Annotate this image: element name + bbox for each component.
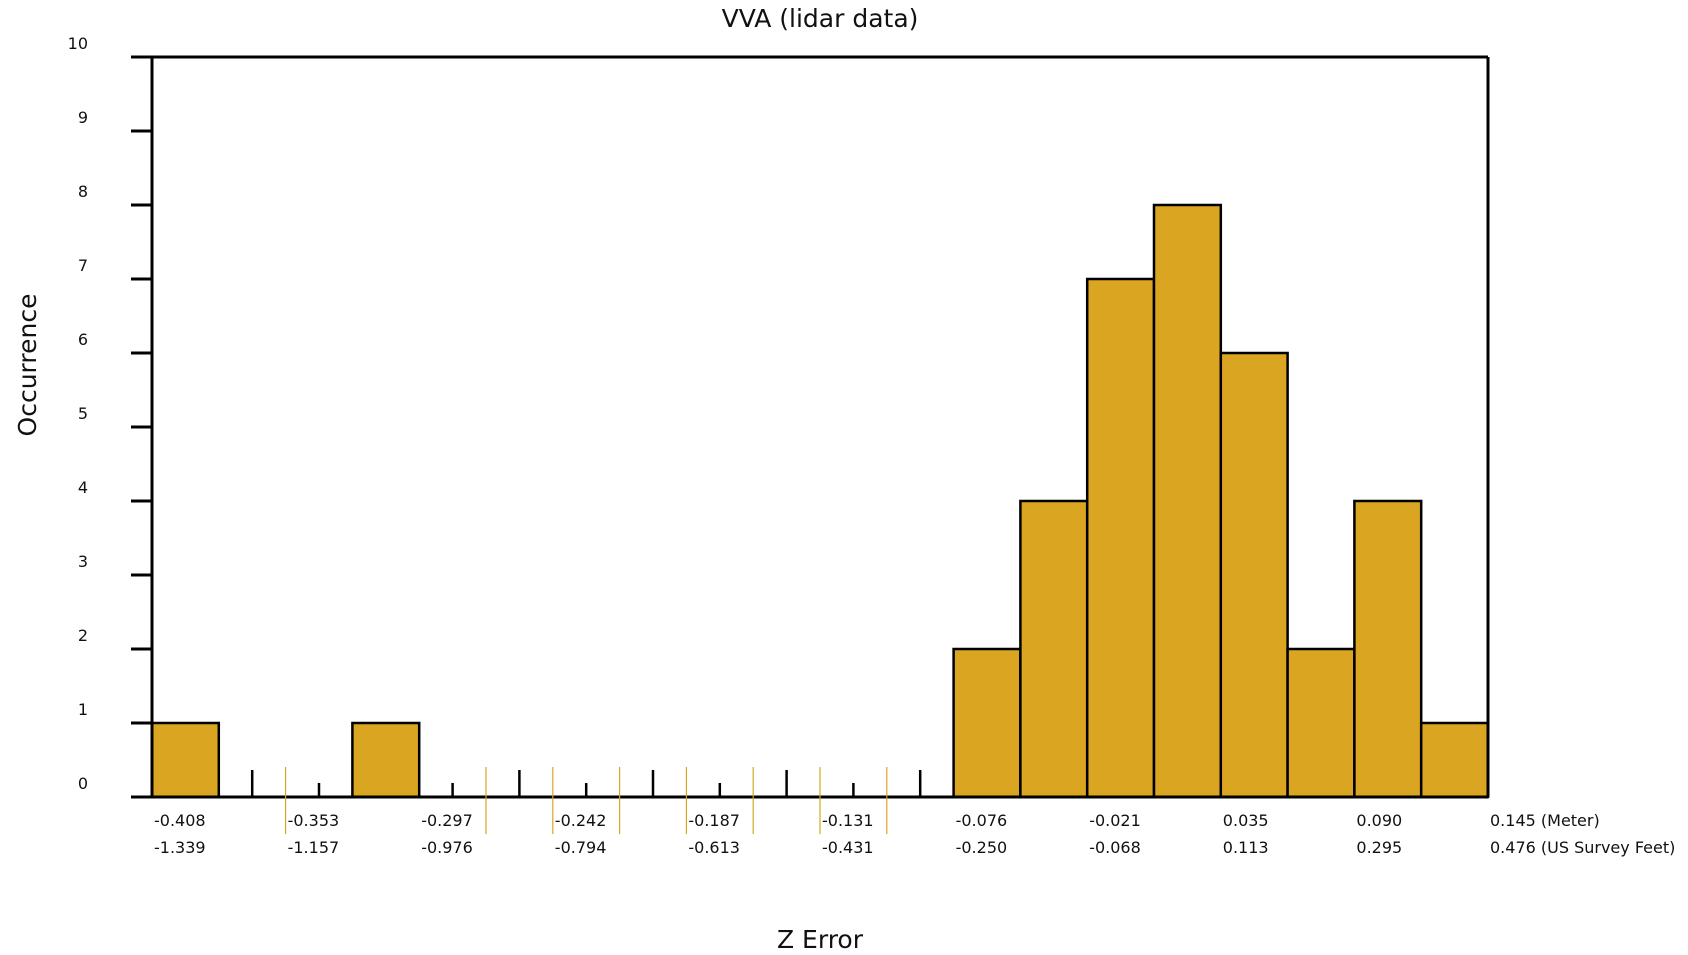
chart-title: VVA (lidar data) bbox=[722, 4, 919, 33]
x-tick-label-meter: 0.090 bbox=[1356, 811, 1402, 830]
x-tick-label-meter: -0.187 bbox=[688, 811, 740, 830]
x-tick-label-feet: 0.113 bbox=[1223, 838, 1269, 857]
x-tick-label-meter: -0.076 bbox=[956, 811, 1008, 830]
x-tick-label-feet: -1.157 bbox=[288, 838, 340, 857]
histogram-bar bbox=[1419, 721, 1490, 799]
y-tick-label: 0 bbox=[78, 774, 88, 793]
y-tick-label: 2 bbox=[78, 626, 88, 645]
x-tick-label-meter: 0.035 bbox=[1223, 811, 1269, 830]
y-axis-label: Occurrence bbox=[13, 294, 42, 437]
histogram-bar bbox=[1085, 277, 1156, 799]
y-tick-label: 9 bbox=[78, 108, 88, 127]
x-tick-label-meter: -0.408 bbox=[154, 811, 206, 830]
x-axis-label: Z Error bbox=[777, 925, 864, 954]
x-tick-label-meter: -0.021 bbox=[1089, 811, 1141, 830]
histogram-bar bbox=[1286, 647, 1356, 799]
bars-group bbox=[150, 203, 1490, 799]
x-tick-label-meter: -0.131 bbox=[822, 811, 874, 830]
y-tick-label: 3 bbox=[78, 552, 88, 571]
y-tick-label: 10 bbox=[68, 34, 88, 53]
histogram-bar bbox=[1219, 351, 1289, 799]
histogram-bar bbox=[952, 647, 1022, 799]
x-tick-label-feet: -1.339 bbox=[154, 838, 206, 857]
x-tick-label-feet: -0.794 bbox=[555, 838, 607, 857]
histogram-bar bbox=[351, 721, 421, 799]
histogram-bar bbox=[1152, 203, 1223, 799]
y-tick-label: 1 bbox=[78, 700, 88, 719]
y-tick-label: 8 bbox=[78, 182, 88, 201]
x-tick-label-feet: -0.976 bbox=[421, 838, 473, 857]
y-tick-label: 7 bbox=[78, 256, 88, 275]
x-tick-label-feet: -0.431 bbox=[822, 838, 874, 857]
x-tick-label-meter: -0.297 bbox=[421, 811, 473, 830]
y-tick-label: 5 bbox=[78, 404, 88, 423]
x-tick-label-feet: 0.295 bbox=[1356, 838, 1402, 857]
x-tick-label-meter: 0.145 (Meter) bbox=[1490, 811, 1600, 830]
y-ticks-group: 0 1 2 3 4 5 6 7 8 9 10 bbox=[68, 34, 152, 799]
x-ticks-group: -0.408 -0.353 -0.297 -0.242 -0.187 -0.131 -0.0… bbox=[154, 767, 1675, 857]
y-tick-label: 4 bbox=[78, 478, 88, 497]
x-tick-label-meter: -0.353 bbox=[288, 811, 340, 830]
histogram-bar bbox=[1353, 499, 1423, 799]
y-tick-label: 6 bbox=[78, 330, 88, 349]
histogram-bar bbox=[150, 721, 221, 799]
x-tick-label-feet: -0.068 bbox=[1089, 838, 1141, 857]
x-tick-label-feet: -0.250 bbox=[956, 838, 1008, 857]
x-tick-label-meter: -0.242 bbox=[555, 811, 607, 830]
histogram-bar bbox=[1019, 499, 1089, 799]
x-tick-label-feet: 0.476 (US Survey Feet) bbox=[1490, 838, 1675, 857]
x-tick-label-feet: -0.613 bbox=[688, 838, 740, 857]
